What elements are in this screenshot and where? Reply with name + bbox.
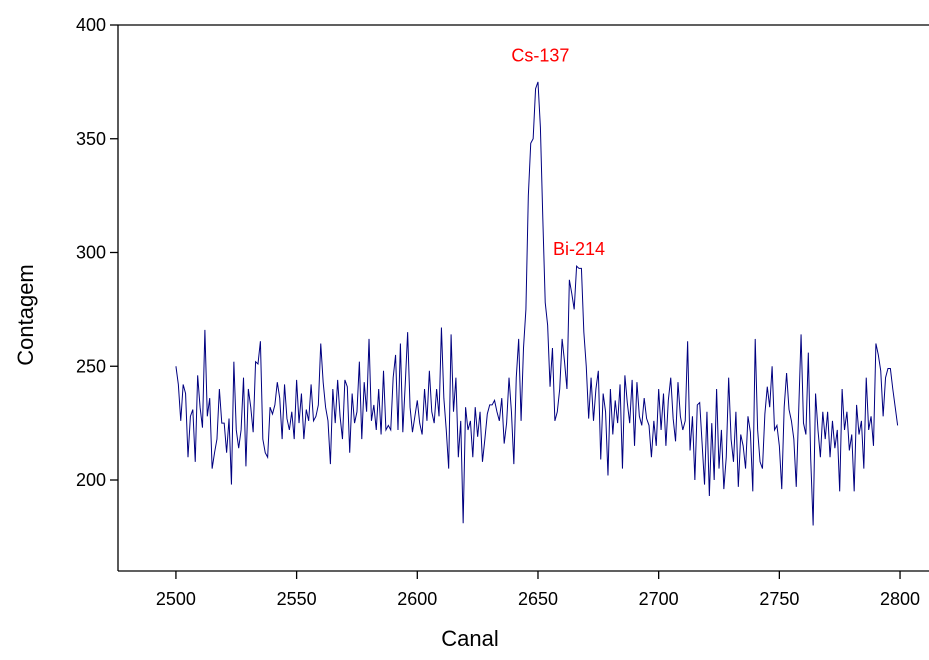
data-line <box>175 81 899 526</box>
y-tick-label: 400 <box>76 15 106 35</box>
x-axis-title: Canal <box>441 626 498 651</box>
annotation: Cs-137 <box>511 45 569 65</box>
y-tick-label: 200 <box>76 470 106 490</box>
y-tick-label: 300 <box>76 243 106 263</box>
annotation: Bi-214 <box>553 239 605 259</box>
x-tick-label: 2600 <box>397 589 437 609</box>
x-tick-label: 2700 <box>639 589 679 609</box>
x-tick-label: 2650 <box>518 589 558 609</box>
x-tick-label: 2500 <box>156 589 196 609</box>
x-tick-label: 2550 <box>277 589 317 609</box>
y-tick-label: 250 <box>76 356 106 376</box>
x-tick-label: 2750 <box>759 589 799 609</box>
x-tick-label: 2800 <box>880 589 920 609</box>
y-tick-label: 350 <box>76 129 106 149</box>
y-axis-title: Contagem <box>13 264 38 366</box>
